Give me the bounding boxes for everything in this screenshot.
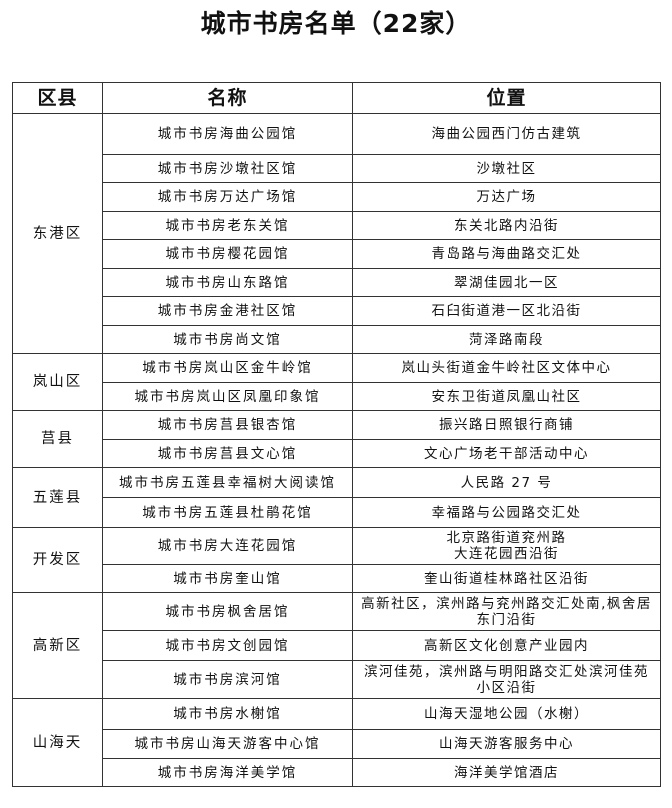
table-row: 开发区 城市书房大连花园馆 北京路街道兖州路 大连花园西沿街 (12, 527, 661, 593)
location-cell: 滨河佳苑，滨州路与明阳路交汇处滨河佳苑小区沿街 (352, 660, 661, 699)
location-cell: 山海天湿地公园（水榭） (352, 698, 661, 730)
district-cell: 莒县 (12, 410, 103, 468)
location-cell: 人民路 27 号 (352, 467, 661, 498)
location-cell: 安东卫街道凤凰山社区 (352, 382, 661, 411)
location-cell: 石臼街道港一区北沿街 (352, 296, 661, 326)
district-cell: 开发区 (12, 527, 103, 593)
location-cell: 奎山街道桂林路社区沿街 (352, 564, 661, 593)
location-cell: 北京路街道兖州路 大连花园西沿街 (352, 527, 661, 565)
table-row: 城市书房文创园馆 高新区文化创意产业园内 (13, 630, 661, 661)
location-cell: 万达广场 (352, 182, 661, 212)
name-cell: 城市书房老东关馆 (102, 211, 353, 240)
name-cell: 城市书房樱花园馆 (102, 239, 353, 269)
location-cell: 海曲公园西门仿古建筑 (352, 113, 661, 155)
table-row: 城市书房樱花园馆 青岛路与海曲路交汇处 (13, 239, 661, 269)
name-cell: 城市书房水榭馆 (102, 698, 353, 730)
name-cell: 城市书房海洋美学馆 (102, 758, 353, 787)
name-cell: 城市书房海曲公园馆 (102, 113, 353, 155)
location-cell: 菏泽路南段 (352, 325, 661, 354)
name-cell: 城市书房五莲县幸福树大阅读馆 (102, 467, 353, 498)
table-row: 城市书房山海天游客中心馆 山海天游客服务中心 (13, 729, 661, 759)
name-cell: 城市书房大连花园馆 (102, 527, 353, 565)
district-cell: 高新区 (12, 592, 103, 699)
table-row: 城市书房沙墩社区馆 沙墩社区 (13, 154, 661, 183)
location-cell: 海洋美学馆酒店 (352, 758, 661, 787)
table-row: 莒县 城市书房莒县银杏馆 振兴路日照银行商铺 (12, 410, 661, 468)
location-cell: 文心广场老干部活动中心 (352, 439, 661, 468)
name-cell: 城市书房莒县银杏馆 (102, 410, 353, 440)
name-cell: 城市书房尚文馆 (102, 325, 353, 354)
location-cell: 高新区文化创意产业园内 (352, 630, 661, 661)
location-cell: 振兴路日照银行商铺 (352, 410, 661, 440)
district-cell: 山海天 (12, 698, 103, 787)
location-cell: 翠湖佳园北一区 (352, 268, 661, 297)
header-name: 名称 (102, 82, 353, 114)
bookstore-table: 区县 名称 位置 东港区 城市书房海曲公园馆 海曲公园西门仿古建筑 城市书房沙墩社区馆… (12, 82, 661, 787)
table-row: 城市书房海洋美学馆 海洋美学馆酒店 (13, 758, 661, 787)
location-cell: 东关北路内沿街 (352, 211, 661, 240)
table-header-row: 区县 名称 位置 (12, 82, 661, 114)
table-row: 山海天 城市书房水榭馆 山海天湿地公园（水榭） (12, 698, 661, 787)
table-row: 东港区 城市书房海曲公园馆 海曲公园西门仿古建筑 (12, 113, 661, 354)
name-cell: 城市书房岚山区金牛岭馆 (102, 353, 353, 383)
table-row: 城市书房金港社区馆 石臼街道港一区北沿街 (13, 296, 661, 326)
location-cell: 岚山头街道金牛岭社区文体中心 (352, 353, 661, 383)
table-row: 岚山区 城市书房岚山区金牛岭馆 岚山头街道金牛岭社区文体中心 (12, 353, 661, 411)
location-cell: 青岛路与海曲路交汇处 (352, 239, 661, 269)
district-cell: 五莲县 (12, 467, 103, 528)
name-cell: 城市书房岚山区凤凰印象馆 (102, 382, 353, 411)
name-cell: 城市书房枫舍居馆 (102, 592, 353, 631)
name-cell: 城市书房万达广场馆 (102, 182, 353, 212)
table-row: 五莲县 城市书房五莲县幸福树大阅读馆 人民路 27 号 (12, 467, 661, 528)
location-cell: 沙墩社区 (352, 154, 661, 183)
table-row: 城市书房老东关馆 东关北路内沿街 (13, 211, 661, 240)
district-cell: 东港区 (12, 113, 103, 354)
name-cell: 城市书房金港社区馆 (102, 296, 353, 326)
table-row: 城市书房尚文馆 菏泽路南段 (13, 325, 661, 354)
name-cell: 城市书房沙墩社区馆 (102, 154, 353, 183)
location-cell: 幸福路与公园路交汇处 (352, 497, 661, 528)
location-cell: 高新社区，滨州路与兖州路交汇处南,枫舍居东门沿街 (352, 592, 661, 631)
name-cell: 城市书房山东路馆 (102, 268, 353, 297)
name-cell: 城市书房滨河馆 (102, 660, 353, 699)
table-row: 城市书房五莲县杜鹃花馆 幸福路与公园路交汇处 (13, 497, 661, 528)
name-cell: 城市书房莒县文心馆 (102, 439, 353, 468)
location-cell: 山海天游客服务中心 (352, 729, 661, 759)
page-title: 城市书房名单（22家） (200, 9, 472, 38)
name-cell: 城市书房山海天游客中心馆 (102, 729, 353, 759)
table-row: 城市书房奎山馆 奎山街道桂林路社区沿街 (13, 564, 661, 593)
table-row: 城市书房万达广场馆 万达广场 (13, 182, 661, 212)
district-cell: 岚山区 (12, 353, 103, 411)
name-cell: 城市书房奎山馆 (102, 564, 353, 593)
table-row: 城市书房滨河馆 滨河佳苑，滨州路与明阳路交汇处滨河佳苑小区沿街 (13, 660, 661, 699)
name-cell: 城市书房五莲县杜鹃花馆 (102, 497, 353, 528)
table-row: 城市书房山东路馆 翠湖佳园北一区 (13, 268, 661, 297)
table-row: 高新区 城市书房枫舍居馆 高新社区，滨州路与兖州路交汇处南,枫舍居东门沿街 (12, 592, 661, 699)
table-row: 城市书房莒县文心馆 文心广场老干部活动中心 (13, 439, 661, 468)
header-location: 位置 (352, 82, 661, 114)
header-district: 区县 (12, 82, 103, 114)
name-cell: 城市书房文创园馆 (102, 630, 353, 661)
table-row: 城市书房岚山区凤凰印象馆 安东卫街道凤凰山社区 (13, 382, 661, 411)
